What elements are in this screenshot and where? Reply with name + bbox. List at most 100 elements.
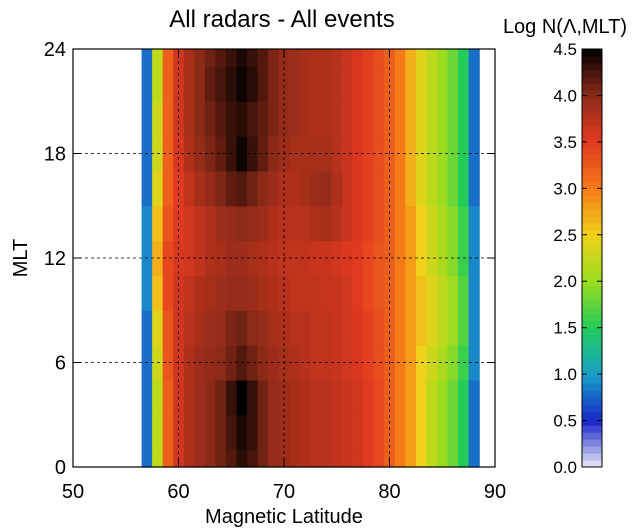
heatmap-cell [352, 414, 364, 451]
heatmap-cell [363, 449, 375, 468]
colorbar-band [582, 348, 602, 357]
heatmap-cell [204, 170, 217, 207]
heatmap-cell [436, 310, 449, 346]
heatmap-cell [247, 49, 259, 68]
heatmap-cell [162, 240, 174, 277]
heatmap-cell [331, 449, 343, 468]
heatmap-cell [247, 170, 259, 207]
heatmap-cell [204, 449, 217, 468]
x-tick-label: 60 [167, 481, 189, 503]
heatmap-cell [289, 101, 301, 137]
heatmap-cell [183, 66, 195, 102]
heatmap-cell [257, 205, 269, 242]
heatmap-cell [257, 379, 269, 416]
heatmap-cell [436, 345, 449, 381]
heatmap-cell [194, 275, 206, 311]
heatmap-cell [447, 205, 459, 242]
heatmap-cell [342, 205, 354, 242]
heatmap-cell [152, 275, 164, 311]
colorbar-band [582, 216, 602, 224]
heatmap-cell [268, 49, 280, 68]
heatmap-cell [342, 240, 354, 277]
heatmap-cell [152, 449, 164, 468]
heatmap-cell [405, 449, 417, 468]
heatmap-cell [342, 101, 354, 137]
heatmap-cell [162, 275, 174, 311]
heatmap-cell [310, 275, 322, 311]
heatmap-cell [373, 275, 385, 311]
heatmap-cell [194, 66, 206, 102]
colorbar-frame [581, 48, 603, 468]
colorbar-tick-label: 0.5 [553, 412, 577, 431]
colorbar-band [582, 439, 602, 447]
heatmap-cell [215, 310, 227, 346]
heatmap-cell [405, 205, 417, 242]
heatmap-cell [310, 310, 322, 346]
heatmap-cell [447, 101, 459, 137]
heatmap-cell [331, 205, 343, 242]
heatmap-cell [458, 414, 470, 451]
heatmap-cell [173, 101, 185, 137]
heatmap-cell [458, 170, 470, 207]
colorbar-bands [582, 49, 602, 468]
heatmap-cell [225, 449, 238, 468]
colorbar-band [582, 195, 602, 203]
colorbar-tick-label: 4.0 [553, 86, 577, 105]
colorbar-band [582, 390, 602, 398]
heatmap-cell [278, 275, 290, 311]
heatmap-cell [268, 66, 280, 102]
heatmap-cell [352, 101, 364, 137]
heatmap-cell [299, 414, 311, 451]
heatmap-cell [415, 449, 428, 468]
heatmap-cell [268, 414, 280, 451]
heatmap-cell [458, 449, 470, 468]
heatmap-cell [373, 379, 385, 416]
heatmap-cell [394, 66, 406, 102]
heatmap-cell [352, 170, 364, 207]
heatmap-cell [373, 205, 385, 242]
heatmap-cell [215, 379, 227, 416]
heatmap-cell [331, 275, 343, 311]
heatmap-cell [204, 414, 217, 451]
colorbar-band [582, 104, 602, 113]
heatmap-cell [468, 49, 480, 68]
colorbar-ticks: 0.0 0.5 1.0 1.5 2.0 2.5 3.0 3.5 4.0 4.5 [553, 40, 602, 477]
colorbar-band [582, 299, 602, 308]
heatmap-cell [194, 170, 206, 207]
heatmap-cell [152, 170, 164, 207]
heatmap-cell [289, 310, 301, 346]
heatmap-cell [215, 205, 227, 242]
heatmap-cell [289, 136, 301, 172]
heatmap-cell [204, 136, 217, 172]
heatmap-cell [152, 310, 164, 346]
y-tick-label: 12 [44, 248, 66, 270]
heatmap-cell [320, 205, 333, 242]
heatmap-cell [436, 205, 449, 242]
heatmap-cell [394, 275, 406, 311]
heatmap-cell [447, 379, 459, 416]
heatmap-cell [289, 240, 301, 277]
colorbar-tick-label: 2.0 [553, 272, 577, 291]
heatmap-cell [215, 240, 227, 277]
colorbar-band [582, 132, 602, 141]
heatmap-cell [331, 66, 343, 102]
heatmap-cell [183, 170, 195, 207]
heatmap-cell [352, 345, 364, 381]
heatmap-cell [363, 379, 375, 416]
heatmap-cell [436, 275, 449, 311]
y-axis-label: MLT [10, 239, 32, 278]
colorbar-tick-label: 4.5 [553, 40, 577, 59]
heatmap-cell [458, 101, 470, 137]
heatmap-cell [426, 310, 438, 346]
heatmap-cell [299, 310, 311, 346]
heatmap-cell [225, 275, 238, 311]
heatmap-cell [342, 170, 354, 207]
heatmap-cell [310, 101, 322, 137]
heatmap-cell [405, 66, 417, 102]
heatmap-cell [141, 449, 153, 468]
heatmap-cell [194, 49, 206, 68]
colorbar-band [582, 334, 602, 343]
heatmap-cell [447, 414, 459, 451]
heatmap-cell [247, 240, 259, 277]
heatmap-cell [436, 379, 449, 416]
